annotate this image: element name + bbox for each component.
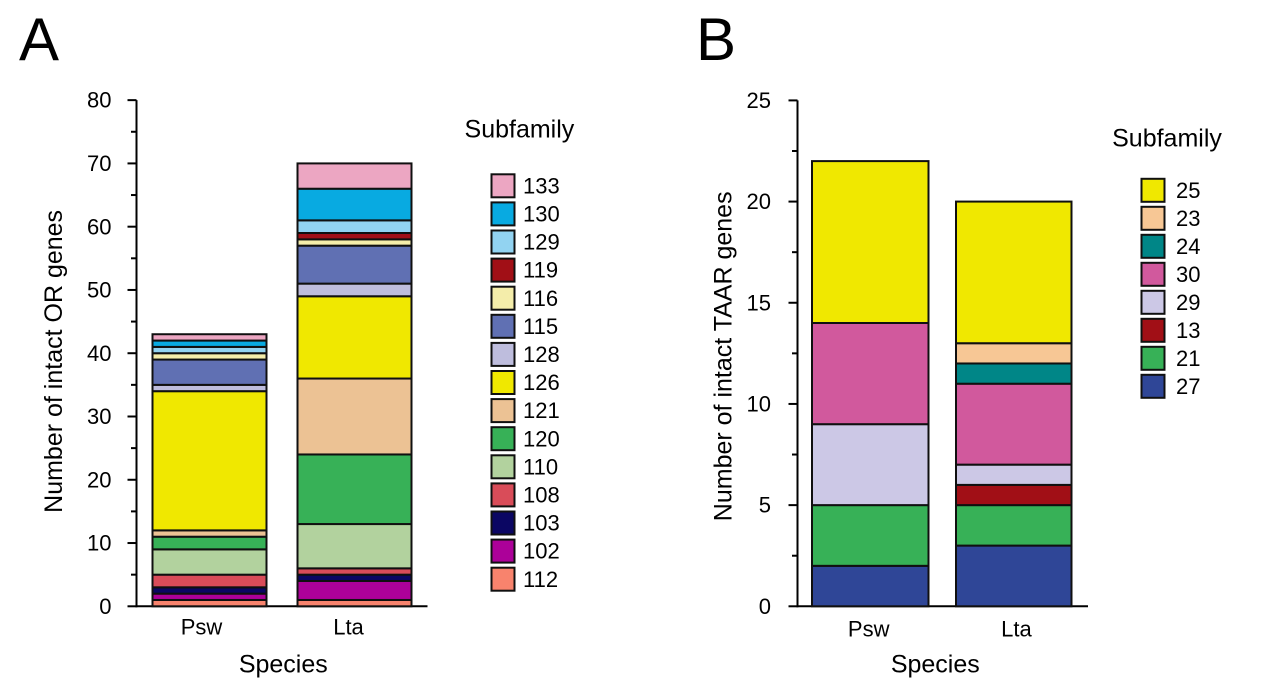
- svg-text:A: A: [19, 6, 59, 73]
- svg-text:102: 102: [523, 539, 560, 564]
- svg-text:Species: Species: [239, 651, 328, 679]
- svg-text:120: 120: [523, 426, 560, 451]
- svg-text:126: 126: [523, 370, 560, 395]
- svg-text:128: 128: [523, 342, 560, 367]
- svg-text:5: 5: [759, 493, 771, 518]
- svg-text:116: 116: [523, 286, 558, 311]
- svg-text:Lta: Lta: [1001, 617, 1032, 642]
- svg-text:21: 21: [1176, 346, 1200, 371]
- svg-text:0: 0: [759, 594, 771, 619]
- svg-text:Species: Species: [891, 651, 980, 679]
- svg-text:15: 15: [747, 290, 771, 315]
- svg-text:108: 108: [523, 483, 560, 508]
- svg-text:Subfamily: Subfamily: [1112, 124, 1222, 152]
- svg-text:121: 121: [523, 398, 560, 423]
- svg-text:29: 29: [1176, 290, 1200, 315]
- svg-text:30: 30: [1176, 262, 1200, 287]
- svg-text:70: 70: [87, 151, 111, 176]
- svg-text:25: 25: [1176, 178, 1200, 203]
- svg-text:Lta: Lta: [333, 615, 364, 640]
- svg-text:60: 60: [87, 214, 111, 239]
- svg-text:115: 115: [523, 314, 558, 339]
- svg-text:25: 25: [747, 88, 771, 113]
- svg-text:40: 40: [87, 341, 111, 366]
- svg-text:112: 112: [523, 567, 558, 592]
- svg-text:80: 80: [87, 88, 111, 113]
- svg-text:23: 23: [1176, 206, 1200, 231]
- svg-text:130: 130: [523, 202, 560, 227]
- svg-text:Number of intact OR genes: Number of intact OR genes: [40, 210, 68, 513]
- svg-text:30: 30: [87, 404, 111, 429]
- svg-text:119: 119: [523, 258, 558, 283]
- svg-text:Psw: Psw: [181, 615, 223, 640]
- svg-text:B: B: [696, 6, 736, 73]
- svg-text:Subfamily: Subfamily: [465, 116, 575, 144]
- svg-text:Psw: Psw: [848, 617, 890, 642]
- svg-text:50: 50: [87, 278, 111, 303]
- svg-text:Number of intact TAAR genes: Number of intact TAAR genes: [709, 191, 737, 521]
- svg-text:13: 13: [1176, 318, 1200, 343]
- svg-text:10: 10: [747, 392, 771, 417]
- svg-text:20: 20: [87, 467, 111, 492]
- svg-text:24: 24: [1176, 234, 1200, 259]
- svg-text:103: 103: [523, 511, 560, 536]
- svg-text:129: 129: [523, 230, 560, 255]
- svg-text:133: 133: [523, 173, 560, 198]
- svg-text:20: 20: [747, 189, 771, 214]
- svg-text:110: 110: [523, 454, 558, 479]
- svg-text:27: 27: [1176, 374, 1200, 399]
- svg-text:10: 10: [87, 531, 111, 556]
- svg-text:0: 0: [99, 594, 111, 619]
